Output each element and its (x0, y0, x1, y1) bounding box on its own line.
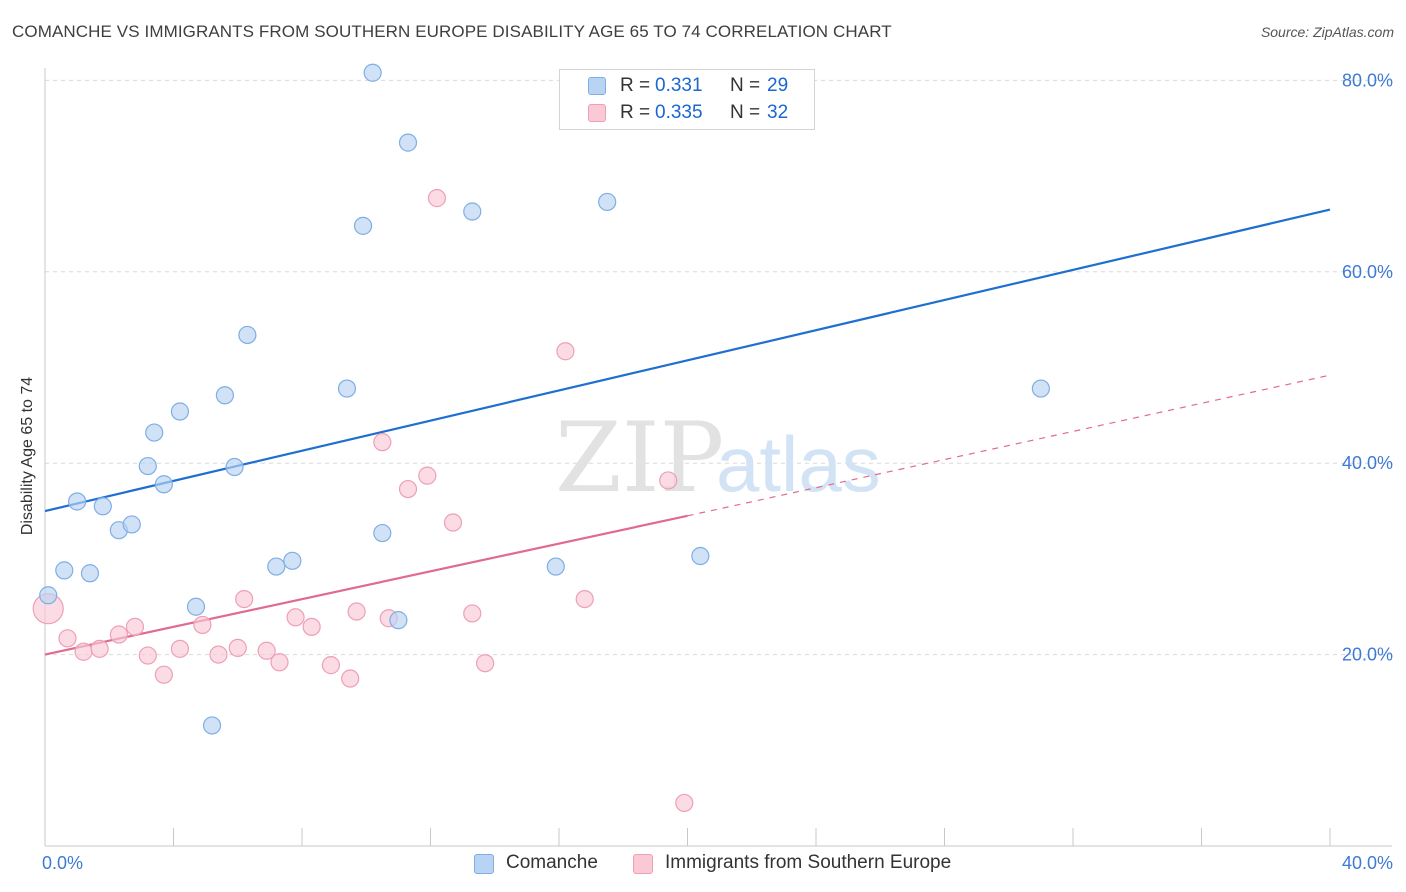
point-immigrants (302, 617, 321, 636)
tick-labels: 20.0% 40.0% 60.0% 80.0% 0.0% 40.0% (42, 70, 1393, 873)
y-tick-label: 40.0% (1342, 453, 1393, 473)
trend-lines (44, 208, 1331, 656)
point-immigrants (347, 602, 366, 621)
y-tick-label: 20.0% (1342, 645, 1393, 665)
point-comanche (68, 492, 87, 511)
point-immigrants (373, 433, 392, 452)
point-immigrants (209, 645, 228, 664)
point-comanche (215, 386, 234, 405)
watermark-atlas: atlas (716, 420, 881, 508)
point-comanche (39, 586, 58, 605)
watermark-zip: ZIP (555, 402, 724, 514)
y-tick-label: 80.0% (1342, 70, 1393, 90)
point-immigrants (398, 479, 418, 499)
point-comanche (202, 716, 222, 735)
point-comanche (1031, 379, 1050, 398)
legend-r-value: 0.331 (655, 75, 703, 96)
series-swatch-blue (474, 854, 494, 874)
legend-n-label: N = (730, 75, 761, 96)
series-swatch-pink (633, 854, 653, 874)
point-comanche (186, 597, 206, 616)
point-immigrants (675, 793, 694, 813)
legend-n-value: 32 (767, 102, 789, 123)
series-label: Comanche (506, 852, 598, 873)
point-immigrants (58, 629, 77, 648)
point-comanche (55, 561, 74, 580)
point-immigrants (443, 513, 463, 532)
point-immigrants (170, 639, 190, 658)
point-immigrants (575, 589, 594, 609)
point-comanche (463, 202, 482, 221)
data-points (32, 63, 1050, 813)
point-immigrants (228, 638, 247, 658)
point-immigrants (463, 604, 482, 623)
axes (44, 68, 1392, 847)
point-comanche (154, 475, 173, 494)
point-comanche (546, 557, 565, 576)
point-comanche (93, 497, 112, 516)
point-comanche (145, 423, 164, 442)
point-immigrants (257, 641, 276, 660)
point-immigrants (321, 656, 341, 675)
series-label: Immigrants from Southern Europe (665, 852, 952, 873)
source-label: Source: ZipAtlas.com (1260, 24, 1394, 40)
point-immigrants (556, 342, 575, 361)
point-immigrants (138, 646, 157, 665)
point-immigrants (125, 617, 145, 636)
point-immigrants (427, 189, 447, 208)
watermark: ZIP atlas (555, 402, 881, 514)
point-comanche (225, 457, 244, 477)
point-comanche (598, 192, 617, 212)
point-immigrants (154, 665, 173, 684)
point-immigrants (418, 466, 437, 485)
legend-n-value: 29 (767, 75, 789, 96)
trendline-immigrants (44, 514, 688, 656)
legend-r-value: 0.335 (655, 102, 703, 123)
point-immigrants (659, 471, 678, 490)
point-immigrants (235, 589, 254, 609)
point-comanche (363, 63, 382, 82)
point-comanche (138, 456, 157, 476)
point-immigrants (286, 608, 305, 627)
legend-swatch-pink (588, 104, 606, 122)
chart-title: COMANCHE VS IMMIGRANTS FROM SOUTHERN EUR… (12, 22, 892, 41)
y-axis-label: Disability Age 65 to 74 (19, 376, 36, 536)
point-comanche (398, 133, 418, 152)
stats-legend: R = 0.331 N = 29 R = 0.335 N = 32 (559, 69, 815, 130)
point-comanche (691, 546, 710, 566)
legend-r-label: R = (620, 102, 651, 123)
point-comanche (373, 523, 392, 543)
point-comanche (283, 551, 302, 570)
point-immigrants (341, 669, 360, 688)
point-immigrants (90, 639, 109, 658)
point-comanche (122, 515, 141, 534)
trendline-immigrants-extension (687, 374, 1331, 517)
legend-r-label: R = (620, 75, 651, 96)
point-immigrants (270, 653, 289, 672)
legend-n-label: N = (730, 102, 761, 123)
point-comanche (170, 402, 190, 421)
point-comanche (80, 564, 100, 583)
point-comanche (353, 216, 373, 235)
point-immigrants (74, 642, 93, 661)
x-tick-label: 0.0% (42, 853, 83, 873)
series-legend: Comanche Immigrants from Southern Europe (0, 852, 1406, 878)
trendline-comanche (44, 208, 1331, 513)
point-immigrants (109, 625, 128, 644)
legend-swatch-blue (588, 77, 606, 95)
x-tick-label: 40.0% (1342, 853, 1393, 873)
gridlines (45, 79, 1392, 656)
point-comanche (238, 325, 257, 345)
point-immigrants (193, 615, 212, 635)
point-immigrants (476, 654, 495, 673)
point-comanche (267, 557, 286, 576)
point-comanche (389, 611, 408, 630)
y-tick-label: 60.0% (1342, 262, 1393, 282)
point-comanche (337, 379, 357, 398)
